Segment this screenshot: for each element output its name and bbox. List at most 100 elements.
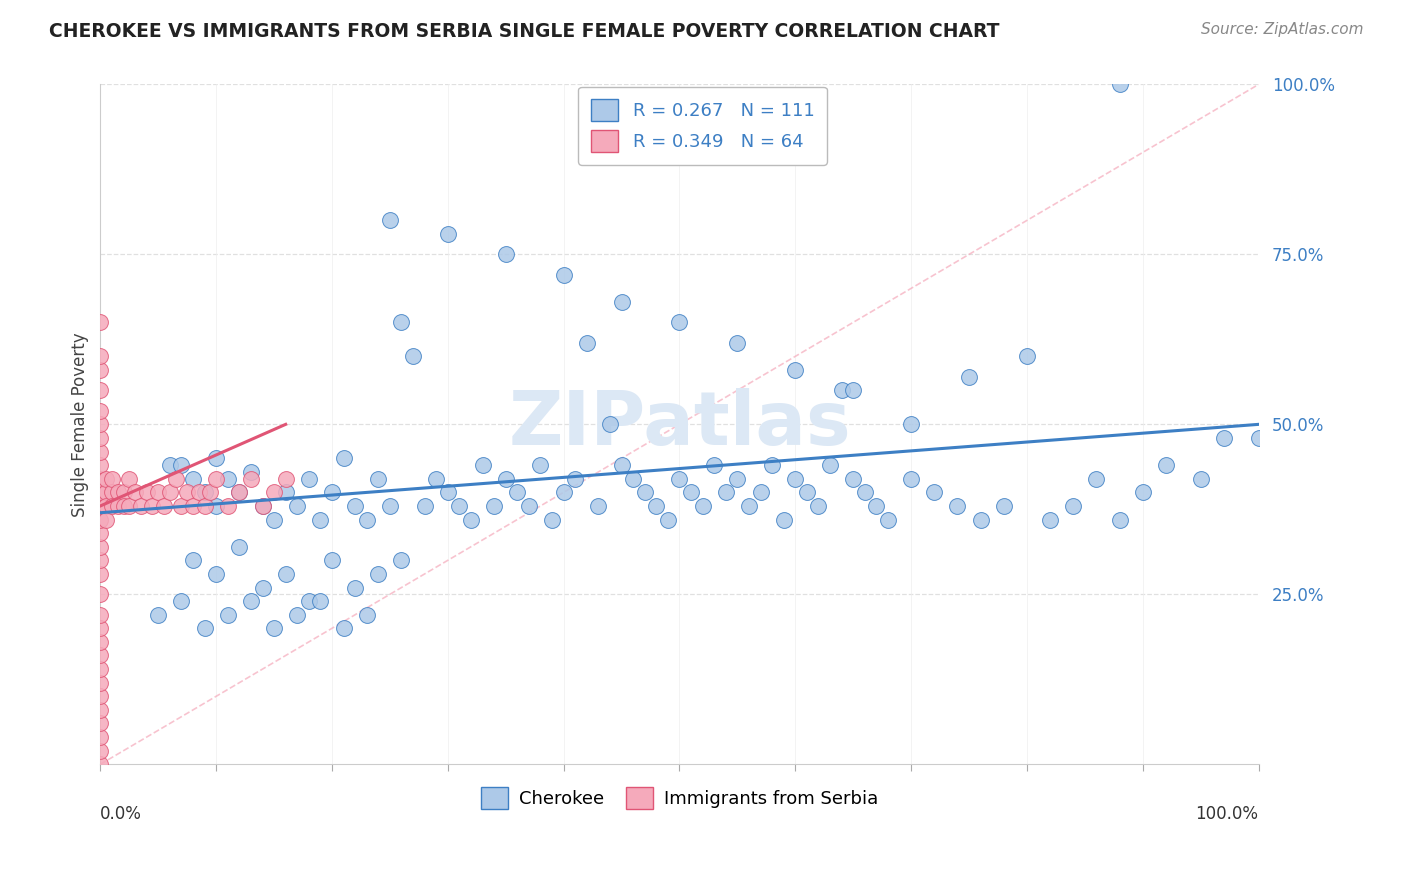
Point [482, 499, 505, 513]
Point [89, 444, 111, 458]
Point [1085, 472, 1108, 486]
Point [228, 485, 250, 500]
Point [94, 499, 117, 513]
Point [1108, 512, 1130, 526]
Point [309, 512, 332, 526]
Point [94, 512, 117, 526]
Point [89, 431, 111, 445]
Point [89, 472, 111, 486]
Point [107, 485, 129, 500]
Point [332, 451, 354, 466]
Point [89, 499, 111, 513]
Point [239, 465, 262, 479]
Point [89, 540, 111, 554]
Point [89, 621, 111, 635]
Point [89, 662, 111, 676]
Point [657, 512, 679, 526]
Point [610, 458, 633, 472]
Point [692, 499, 714, 513]
Point [107, 499, 129, 513]
Point [89, 553, 111, 567]
Point [89, 384, 111, 398]
Point [1189, 472, 1212, 486]
Point [1247, 431, 1270, 445]
Point [205, 472, 228, 486]
Text: 0.0%: 0.0% [100, 805, 142, 823]
Point [425, 472, 447, 486]
Point [101, 499, 124, 513]
Point [785, 472, 807, 486]
Point [89, 757, 111, 772]
Point [124, 485, 146, 500]
Point [170, 594, 193, 608]
Point [148, 607, 170, 622]
Point [437, 227, 460, 241]
Point [1212, 431, 1234, 445]
Point [725, 472, 748, 486]
Text: Source: ZipAtlas.com: Source: ZipAtlas.com [1201, 22, 1364, 37]
Point [588, 499, 610, 513]
Point [1108, 78, 1130, 92]
Point [101, 485, 124, 500]
Text: CHEROKEE VS IMMIGRANTS FROM SERBIA SINGLE FEMALE POVERTY CORRELATION CHART: CHEROKEE VS IMMIGRANTS FROM SERBIA SINGL… [49, 22, 1000, 41]
Point [239, 472, 262, 486]
Point [89, 566, 111, 581]
Point [181, 553, 204, 567]
Point [506, 485, 529, 500]
Point [94, 472, 117, 486]
Point [1154, 458, 1177, 472]
Point [575, 335, 598, 350]
Point [205, 499, 228, 513]
Point [194, 485, 217, 500]
Point [714, 485, 737, 500]
Point [495, 247, 517, 261]
Point [703, 458, 725, 472]
Point [634, 485, 657, 500]
Point [89, 635, 111, 649]
Point [200, 485, 222, 500]
Point [239, 594, 262, 608]
Point [391, 315, 413, 329]
Point [437, 485, 460, 500]
Point [298, 594, 321, 608]
Point [738, 499, 761, 513]
Point [668, 315, 690, 329]
Point [679, 485, 702, 500]
Point [228, 485, 250, 500]
Point [842, 472, 865, 486]
Point [564, 472, 586, 486]
Point [89, 716, 111, 731]
Point [772, 512, 794, 526]
Point [217, 499, 239, 513]
Point [285, 499, 308, 513]
Point [993, 499, 1015, 513]
Point [112, 499, 135, 513]
Point [89, 526, 111, 541]
Point [101, 472, 124, 486]
Text: ZIPatlas: ZIPatlas [508, 388, 851, 461]
Point [344, 499, 367, 513]
Point [89, 607, 111, 622]
Point [187, 485, 209, 500]
Point [89, 703, 111, 717]
Point [274, 472, 297, 486]
Point [1132, 485, 1154, 500]
Point [553, 268, 575, 282]
Point [1015, 350, 1038, 364]
Point [148, 485, 170, 500]
Text: 100.0%: 100.0% [1195, 805, 1258, 823]
Point [761, 458, 783, 472]
Point [922, 485, 945, 500]
Point [135, 485, 157, 500]
Point [807, 499, 830, 513]
Point [205, 451, 228, 466]
Point [449, 499, 471, 513]
Point [599, 417, 621, 432]
Point [1062, 499, 1084, 513]
Point [263, 512, 285, 526]
Point [957, 369, 980, 384]
Point [553, 485, 575, 500]
Point [946, 499, 969, 513]
Point [900, 417, 922, 432]
Point [460, 512, 482, 526]
